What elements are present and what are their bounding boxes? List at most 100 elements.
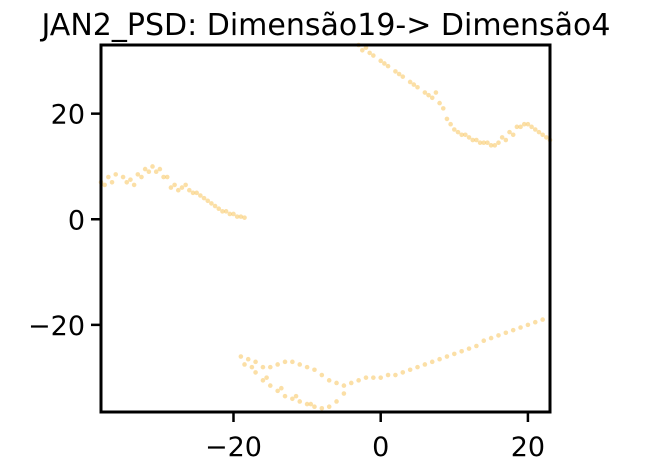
x-tick-label: 0	[372, 432, 389, 463]
y-tick-label: −20	[28, 311, 85, 342]
scatter-point	[499, 135, 505, 140]
scatter-point	[183, 182, 188, 188]
scatter-point	[220, 209, 225, 214]
y-tick-label: 20	[51, 100, 85, 131]
scatter-point	[385, 372, 391, 378]
scatter-point	[514, 124, 520, 130]
scatter-point	[378, 58, 384, 64]
scatter-point	[227, 211, 233, 217]
scatter-point	[393, 69, 398, 74]
scatter-point	[407, 79, 413, 85]
scatter-point	[348, 380, 354, 386]
scatter-point	[198, 193, 203, 198]
scatter-point	[429, 95, 435, 101]
scatter-point	[507, 129, 512, 135]
scatter-point	[245, 356, 251, 362]
scatter-point	[201, 195, 207, 201]
scatter-point	[304, 364, 310, 370]
scatter-point	[466, 346, 472, 351]
scatter-point	[172, 182, 177, 188]
scatter-point	[400, 74, 406, 79]
scatter-point	[304, 401, 310, 407]
scatter-point	[319, 372, 325, 378]
scatter-point	[496, 333, 501, 338]
scatter-point	[231, 211, 236, 217]
scatter-point	[249, 364, 255, 370]
scatter-point	[253, 359, 258, 365]
scatter-point	[393, 372, 398, 378]
x-tick-label: 20	[511, 432, 545, 463]
scatter-point	[120, 174, 126, 180]
scatter-point	[433, 90, 439, 95]
scatter-point	[341, 383, 347, 388]
scatter-point	[474, 343, 479, 349]
scatter-point	[488, 143, 494, 148]
scatter-point	[444, 354, 450, 359]
scatter-point	[521, 121, 527, 127]
axes: −20 0 20 −20 0 20	[28, 100, 545, 463]
scatter-point	[422, 90, 428, 95]
scatter-point	[267, 383, 273, 388]
scatter-point	[540, 317, 545, 322]
scatter-point	[518, 124, 523, 130]
scatter-point	[518, 325, 523, 330]
scatter-point	[216, 206, 222, 211]
scatter-point	[293, 393, 299, 399]
scatter-point	[209, 201, 214, 206]
scatter-point	[267, 364, 273, 370]
scatter-point	[492, 143, 498, 148]
scatter-point	[496, 140, 501, 145]
scatter-point	[341, 391, 347, 396]
scatter-point	[175, 187, 181, 193]
scatter-point	[422, 362, 428, 367]
scatter-point	[168, 185, 174, 190]
y-tick-label: 0	[68, 205, 85, 236]
scatter-point	[131, 182, 137, 188]
scatter-point	[532, 127, 538, 132]
scatter-point	[400, 370, 406, 375]
scatter-point	[194, 190, 199, 196]
scatter-point	[238, 214, 244, 219]
scatter-point	[459, 132, 464, 138]
scatter-point	[275, 362, 280, 367]
scatter-point	[297, 362, 303, 367]
scatter-point	[260, 364, 266, 370]
scatter-point	[142, 166, 148, 172]
scatter-point	[212, 203, 218, 209]
scatter-point	[440, 106, 446, 111]
scatter-point	[164, 174, 170, 180]
scatter-point	[378, 375, 384, 380]
scatter-point	[109, 179, 115, 185]
scatter-point	[264, 375, 269, 380]
scatter-point	[102, 182, 107, 188]
scatter-point	[157, 166, 163, 172]
scatter-point	[437, 356, 442, 362]
scatter-point	[326, 378, 332, 383]
scatter-point	[510, 327, 516, 333]
scatter-point	[481, 338, 487, 344]
scatter-point	[260, 378, 266, 383]
scatter-point	[360, 47, 365, 53]
scatter-point	[312, 404, 317, 410]
scatter-point	[474, 137, 479, 143]
scatter-point	[540, 132, 545, 138]
plot-frame	[99, 43, 552, 414]
scatter-point	[503, 330, 509, 336]
scatter-point	[139, 174, 144, 180]
scatter-point	[411, 82, 417, 87]
scatter-point	[481, 140, 487, 145]
scatter-point	[466, 135, 472, 140]
scatter-point	[532, 319, 538, 325]
scatter-point	[371, 375, 376, 380]
scatter-point	[113, 172, 119, 177]
scatter-point	[470, 137, 476, 143]
scatter-point	[223, 209, 229, 214]
scatter-point	[326, 404, 332, 410]
scatter-point	[455, 129, 461, 135]
scatter-point	[275, 388, 280, 394]
scatter-point	[463, 132, 468, 138]
scatter-point	[407, 367, 413, 373]
scatter-point	[238, 354, 244, 359]
scatter-point	[153, 169, 159, 175]
